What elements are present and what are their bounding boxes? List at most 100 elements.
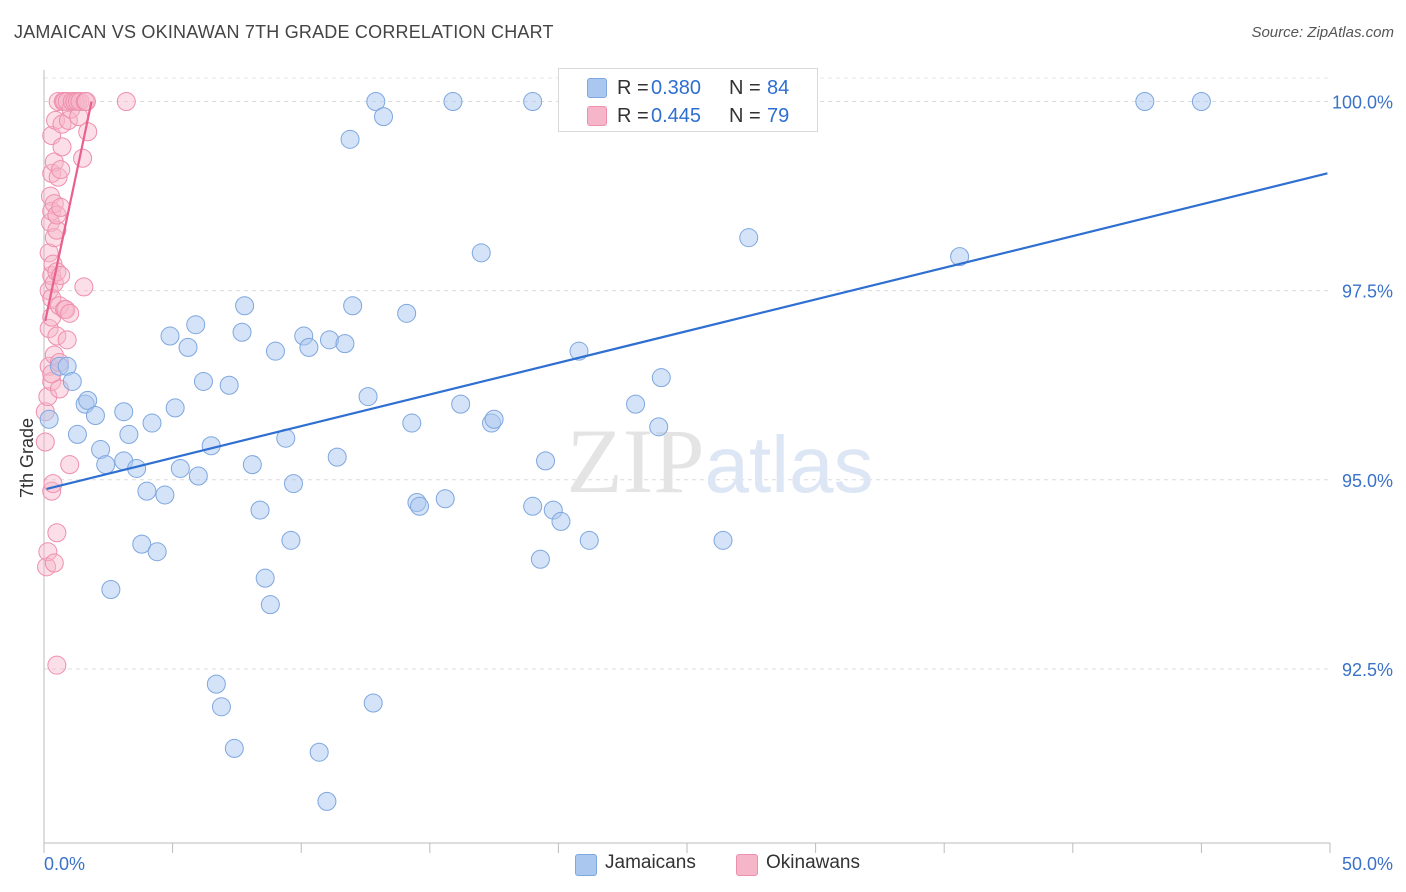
jamaicans-point (224, 738, 244, 758)
jamaicans-point (451, 394, 471, 414)
okinawans-point (116, 91, 136, 111)
jamaicans-point (335, 334, 355, 354)
okinawans-point (39, 318, 59, 338)
jamaicans-point (358, 387, 378, 407)
jamaicans-swatch (587, 78, 607, 98)
jamaicans-point (343, 296, 363, 316)
jamaicans-point (523, 496, 543, 516)
jamaicans-point (435, 489, 455, 509)
n-value: 84 (767, 77, 790, 99)
jamaicans-point (96, 455, 116, 475)
jamaicans-point (397, 303, 417, 323)
jamaicans-point (170, 458, 190, 478)
jamaicans-point (739, 228, 759, 248)
x-tick-label: 0.0% (44, 854, 85, 874)
okinawans-point (43, 474, 63, 494)
chart-title: JAMAICAN VS OKINAWAN 7TH GRADE CORRELATI… (14, 22, 554, 42)
okinawans-point (47, 326, 67, 346)
jamaicans-point (410, 496, 430, 516)
jamaicans-point (713, 530, 733, 550)
jamaicans-point (119, 424, 139, 444)
jamaicans-point (443, 91, 463, 111)
jamaicans-point (160, 326, 180, 346)
jamaicans-point (402, 413, 422, 433)
y-tick-label: 97.5% (1342, 282, 1393, 302)
r-value: 0.445 (651, 105, 702, 127)
jamaicans-point (649, 417, 669, 437)
okinawans-point (78, 122, 98, 142)
jamaicans-point (374, 107, 394, 127)
okinawans-points (35, 91, 136, 675)
jamaicans-point (363, 693, 383, 713)
r-value: 0.380 (651, 77, 702, 99)
jamaicans-legend-label: Jamaicans (605, 852, 696, 873)
jamaicans-point (101, 580, 121, 600)
okinawans-point (51, 160, 71, 180)
jamaicans-point (250, 500, 270, 520)
jamaicans-point (340, 129, 360, 149)
okinawans-point (39, 243, 59, 263)
jamaicans-point (579, 530, 599, 550)
okinawans-point (57, 330, 77, 350)
okinawans-point (47, 655, 67, 675)
jamaicans-point (265, 341, 285, 361)
jamaicans-point (366, 91, 386, 111)
okinawans-point (52, 114, 72, 134)
trend-lines (44, 101, 1328, 490)
n-value: 79 (767, 105, 790, 127)
jamaicans-point (255, 568, 275, 588)
jamaicans-point (186, 315, 206, 335)
jamaicans-point (132, 534, 152, 554)
y-tick-label: 100.0% (1332, 92, 1393, 112)
okinawans-point (52, 137, 72, 157)
jamaicans-point (142, 413, 162, 433)
jamaicans-point (235, 296, 255, 316)
jamaicans-point (206, 674, 226, 694)
okinawans-point (38, 387, 58, 407)
jamaicans-point (114, 402, 134, 422)
jamaicans-point (299, 337, 319, 357)
jamaicans-point (281, 530, 301, 550)
jamaicans-point (471, 243, 491, 263)
jamaicans-point (165, 398, 185, 418)
okinawans-point (70, 91, 90, 111)
chart-source: Source: ZipAtlas.com (1251, 24, 1394, 41)
jamaicans-point (1135, 91, 1155, 111)
okinawans-legend-swatch (736, 854, 758, 876)
jamaicans-point (188, 466, 208, 486)
gridlines (44, 77, 1330, 670)
jamaicans-point (327, 447, 347, 467)
jamaicans-point (219, 375, 239, 395)
n-label: N = (729, 77, 761, 99)
okinawans-point (73, 148, 93, 168)
jamaicans-legend-swatch (575, 854, 597, 876)
okinawans-point (47, 220, 67, 240)
jamaicans-point (137, 481, 157, 501)
okinawans-point (47, 523, 67, 543)
jamaicans-point (530, 549, 550, 569)
axes (43, 70, 1331, 853)
jamaicans-point (950, 247, 970, 267)
okinawans-trend-line (44, 101, 93, 322)
jamaicans-point (317, 791, 337, 811)
okinawans-point (35, 432, 55, 452)
y-tick-label: 95.0% (1342, 471, 1393, 491)
okinawans-legend-label: Okinawans (766, 852, 860, 873)
jamaicans-point (484, 409, 504, 429)
watermark-group: ZIPatlas (567, 410, 874, 512)
watermark-zip: ZIP (567, 410, 705, 512)
jamaicans-point (78, 390, 98, 410)
legend-row-jamaicans: R = 0.380 N = 84 (559, 73, 817, 103)
okinawans-point (44, 194, 64, 214)
okinawans-point (44, 553, 64, 573)
jamaicans-point (62, 371, 82, 391)
r-label: R = (617, 77, 649, 99)
y-tick-label: 92.5% (1342, 660, 1393, 680)
jamaicans-point (232, 322, 252, 342)
jamaicans-point (242, 455, 262, 475)
okinawans-point (38, 542, 58, 562)
okinawans-point (60, 455, 80, 475)
watermark: ZIPatlas (567, 410, 874, 512)
jamaicans-point (67, 424, 87, 444)
